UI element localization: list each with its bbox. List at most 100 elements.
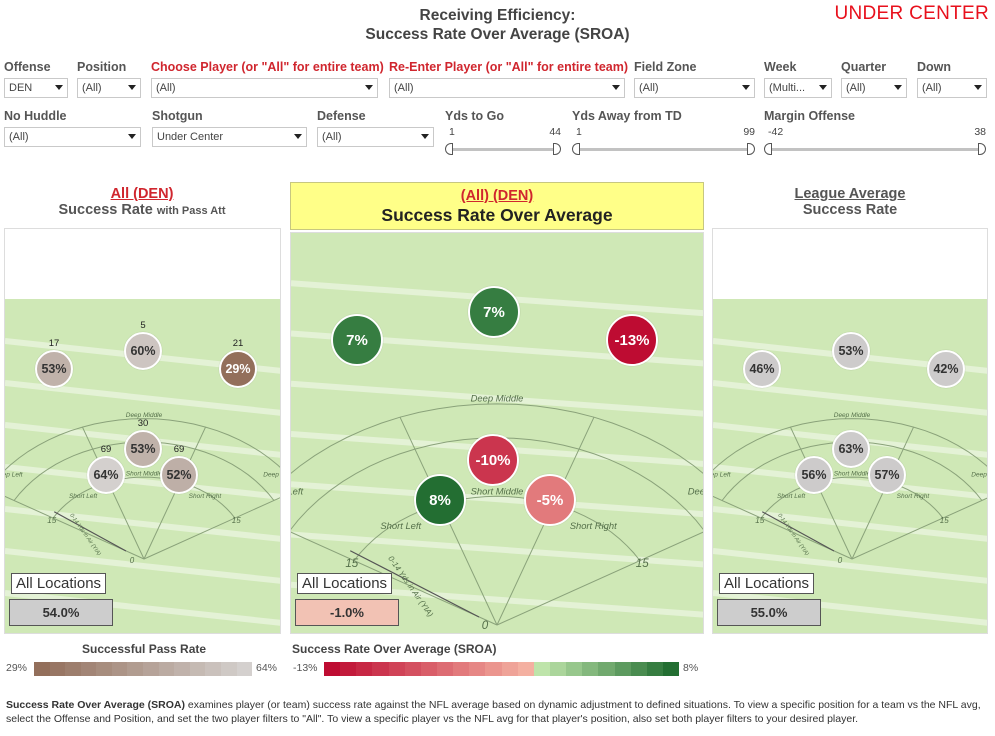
short-left-label: Short Left	[777, 493, 806, 500]
reenter-player-dropdown[interactable]: (All)	[389, 78, 625, 98]
filter-week-label: Week	[764, 60, 797, 74]
deep-right-label: Deep Right	[688, 485, 704, 496]
zone-count: 21	[232, 338, 244, 349]
legend-swatch	[111, 662, 128, 676]
slider-handle-min[interactable]	[764, 143, 772, 155]
slider-handle-max[interactable]	[553, 143, 561, 155]
no-huddle-value: (All)	[9, 131, 29, 143]
zone-count: 17	[48, 338, 60, 349]
left-team-link[interactable]: All (DEN)	[110, 186, 174, 202]
zone-marker-short-left[interactable]: 8%	[414, 474, 466, 526]
center-field-panel: Deep Middle Deep Left Deep Right Short Midd…	[290, 232, 704, 634]
zone-marker-short-right[interactable]: -5%	[524, 474, 576, 526]
yard-stripe	[713, 464, 987, 500]
short-right-label: Short Right	[570, 520, 617, 531]
field-zone-value: (All)	[639, 82, 659, 94]
center-subtitle: Success Rate Over Average	[381, 205, 613, 225]
position-dropdown[interactable]: (All)	[77, 78, 141, 98]
offense-dropdown[interactable]: DEN	[4, 78, 68, 98]
week-dropdown[interactable]: (Multi...	[764, 78, 832, 98]
reenter-player-value: (All)	[394, 82, 414, 94]
short-axis-arrow	[349, 550, 480, 618]
zone-marker-deep-left[interactable]: 7%	[331, 314, 383, 366]
chevron-down-icon	[612, 85, 620, 90]
zone-marker-deep-left[interactable]: 46%	[743, 350, 781, 388]
legend-swatch	[420, 662, 437, 676]
filter-week: Week (Multi...	[764, 60, 832, 98]
filter-offense-label: Offense	[4, 60, 51, 74]
filter-defense-label: Defense	[317, 109, 366, 123]
legend-swatch	[501, 662, 518, 676]
zone-divider	[496, 531, 703, 626]
zone-marker-deep-right[interactable]: 42%	[927, 350, 965, 388]
slider-handle-max[interactable]	[978, 143, 986, 155]
zone-marker-short-left[interactable]: 64%	[87, 456, 125, 494]
all-locations-value: 54.0%	[9, 599, 113, 626]
slider-yds-from-td-track[interactable]	[572, 142, 755, 156]
no-huddle-dropdown[interactable]: (All)	[4, 127, 141, 147]
defense-dropdown[interactable]: (All)	[317, 127, 434, 147]
zone-marker-deep-middle[interactable]: 53%	[832, 332, 870, 370]
legend-swatch	[614, 662, 631, 676]
legend-swatch	[49, 662, 66, 676]
chevron-down-icon	[894, 85, 902, 90]
slider-handle-min[interactable]	[445, 143, 453, 155]
down-dropdown[interactable]: (All)	[917, 78, 987, 98]
zone-marker-short-right[interactable]: 52%	[160, 456, 198, 494]
choose-player-dropdown[interactable]: (All)	[151, 78, 378, 98]
slider-handle-max[interactable]	[747, 143, 755, 155]
filter-field-zone: Field Zone (All)	[634, 60, 755, 98]
zone-marker-short-middle[interactable]: -10%	[467, 434, 519, 486]
filter-reenter-player-label: Re-Enter Player (or "All" for entire tea…	[389, 60, 628, 74]
choose-player-value: (All)	[156, 82, 176, 94]
slider-handle-min[interactable]	[572, 143, 580, 155]
field-zone-dropdown[interactable]: (All)	[634, 78, 755, 98]
deep-left-label: Deep Left	[291, 485, 304, 496]
chevron-down-icon	[365, 85, 373, 90]
legend-swatch	[582, 662, 599, 676]
filter-defense: Defense (All)	[317, 109, 434, 147]
filter-choose-player: Choose Player (or "All" for entire team)…	[151, 60, 384, 98]
league-average-link[interactable]: League Average	[794, 186, 906, 202]
yard-stripe	[713, 590, 987, 626]
zone-count: 30	[137, 418, 149, 429]
legend-swatch	[80, 662, 97, 676]
short-middle-label: Short Middle	[834, 471, 871, 478]
slider-yds-to-go-min: 1	[449, 126, 455, 138]
sroa-legend-title: Success Rate Over Average (SROA)	[292, 642, 497, 656]
legend-swatch	[205, 662, 221, 676]
zone-marker-short-middle[interactable]: 53%	[124, 430, 162, 468]
zone-marker-deep-middle[interactable]: 7%	[468, 286, 520, 338]
legend-swatch	[174, 662, 190, 676]
filter-offense: Offense DEN	[4, 60, 68, 98]
zone-marker-deep-right[interactable]: 29%	[219, 350, 257, 388]
slider-margin-track[interactable]	[764, 142, 986, 156]
zone-marker-deep-right[interactable]: -13%	[606, 314, 658, 366]
zone-marker-short-right[interactable]: 57%	[868, 456, 906, 494]
shotgun-dropdown[interactable]: Under Center	[152, 127, 307, 147]
sroa-legend-max: 8%	[683, 662, 699, 674]
left-subtitle-main: Success Rate	[58, 202, 153, 218]
slider-yds-to-go-track[interactable]	[445, 142, 561, 156]
yard-0-label: 0	[482, 619, 489, 632]
filter-quarter: Quarter (All)	[841, 60, 907, 98]
filter-down-label: Down	[917, 60, 952, 74]
dashboard-title: Receiving Efficiency: Success Rate Over …	[300, 6, 695, 44]
legend-swatch	[549, 662, 567, 676]
offense-value: DEN	[9, 82, 33, 94]
yard-stripe	[713, 548, 987, 584]
center-team-link[interactable]: (All) (DEN)	[460, 188, 534, 204]
week-value: (Multi...	[769, 82, 806, 94]
zone-marker-short-left[interactable]: 56%	[795, 456, 833, 494]
slider-margin-label: Margin Offense	[764, 109, 855, 123]
deep-left-label: Deep Left	[5, 471, 24, 478]
zone-marker-deep-middle[interactable]: 60%	[124, 332, 162, 370]
defense-value: (All)	[322, 131, 342, 143]
zone-marker-deep-left[interactable]: 53%	[35, 350, 73, 388]
chevron-down-icon	[128, 134, 136, 139]
zone-marker-short-middle[interactable]: 63%	[832, 430, 870, 468]
slider-margin-max: 38	[974, 126, 986, 138]
outer-arc	[713, 418, 987, 471]
short-arc	[52, 476, 236, 519]
quarter-dropdown[interactable]: (All)	[841, 78, 907, 98]
